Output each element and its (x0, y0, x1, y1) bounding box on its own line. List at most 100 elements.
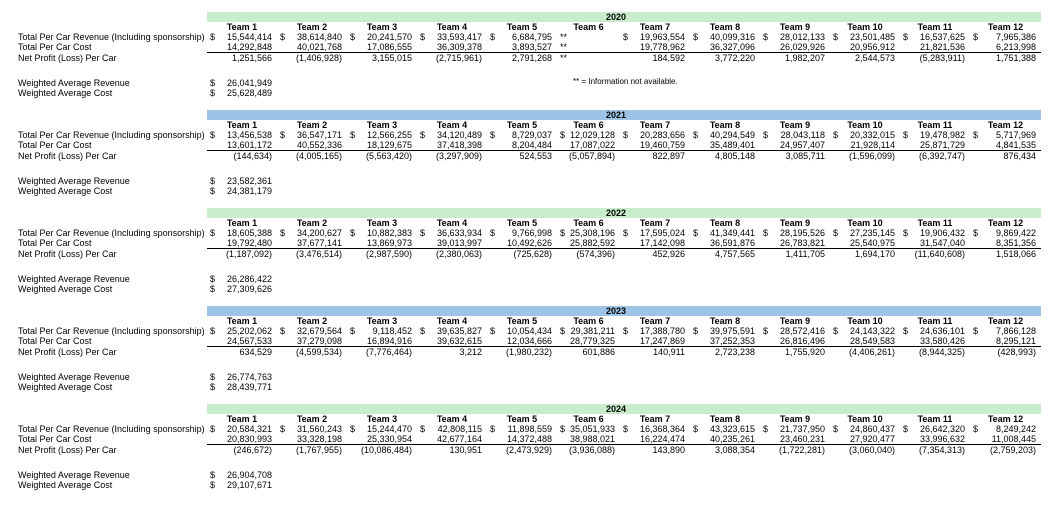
value-cell[interactable]: $33,593,417 (417, 32, 487, 42)
team-header[interactable]: Team 11 (917, 22, 953, 32)
value-cell[interactable]: $38,614,840 (277, 32, 347, 42)
value-cell[interactable]: 28,779,325 (557, 336, 620, 347)
team-header[interactable]: Team 3 (366, 218, 398, 228)
value-cell[interactable]: 20,956,912 (830, 42, 900, 53)
value-cell[interactable]: ** (557, 32, 620, 42)
value-cell[interactable]: 33,580,426 (900, 336, 970, 347)
team-header[interactable]: Team 2 (296, 22, 328, 32)
value-cell[interactable]: 3,088,354 (690, 445, 760, 455)
team-header[interactable]: Team 10 (847, 22, 883, 32)
team-header[interactable]: Team 10 (847, 218, 883, 228)
value-cell[interactable]: 1,411,705 (760, 249, 830, 259)
value-cell[interactable]: 37,252,353 (690, 336, 760, 347)
value-cell[interactable]: (246,672) (207, 445, 277, 455)
team-header[interactable]: Team 11 (917, 120, 953, 130)
value-cell[interactable]: (725,628) (487, 249, 557, 259)
value-cell[interactable]: 10,492,626 (487, 238, 557, 249)
value-cell[interactable]: $26,904,708 (207, 470, 277, 480)
value-cell[interactable]: 1,251,566 (207, 53, 277, 63)
value-cell[interactable]: $17,595,024 (620, 228, 690, 238)
team-header[interactable]: Team 2 (296, 414, 328, 424)
value-cell[interactable]: 3,893,527 (487, 42, 557, 53)
value-cell[interactable]: 130,951 (417, 445, 487, 455)
value-cell[interactable]: $7,965,386 (970, 32, 1041, 42)
value-cell[interactable]: (10,086,484) (347, 445, 417, 455)
value-cell[interactable]: 21,821,536 (900, 42, 970, 53)
value-cell[interactable]: 31,547,040 (900, 238, 970, 249)
team-header[interactable]: Team 3 (366, 22, 398, 32)
team-header[interactable]: Team 9 (779, 218, 811, 228)
team-header[interactable]: Team 8 (709, 22, 741, 32)
team-header[interactable]: Team 6 (573, 22, 604, 32)
team-header[interactable]: Team 11 (917, 316, 953, 326)
row-label[interactable]: Total Per Car Cost (18, 42, 92, 53)
value-cell[interactable]: $28,572,416 (760, 326, 830, 336)
team-header[interactable]: Team 8 (709, 218, 741, 228)
value-cell[interactable]: 11,008,445 (970, 434, 1041, 445)
row-label[interactable]: Net Profit (Loss) Per Car (18, 444, 117, 455)
team-header[interactable]: Team 1 (226, 22, 258, 32)
value-cell[interactable]: 3,772,220 (690, 53, 760, 63)
value-cell[interactable]: 40,021,768 (277, 42, 347, 53)
value-cell[interactable]: $17,388,780 (620, 326, 690, 336)
value-cell[interactable]: ** (557, 53, 620, 63)
year-band[interactable]: 2021 (207, 110, 1041, 120)
value-cell[interactable]: $28,043,118 (760, 130, 830, 140)
value-cell[interactable]: $10,054,434 (487, 326, 557, 336)
value-cell[interactable]: $28,195,526 (760, 228, 830, 238)
team-header[interactable]: Team 1 (226, 316, 258, 326)
team-header[interactable]: Team 12 (987, 218, 1024, 228)
value-cell[interactable]: 8,351,356 (970, 238, 1041, 249)
value-cell[interactable]: $25,308,196 (557, 228, 620, 238)
value-cell[interactable]: 14,292,848 (207, 42, 277, 53)
team-header[interactable]: Team 4 (436, 22, 468, 32)
team-header[interactable]: Team 7 (639, 22, 671, 32)
value-cell[interactable]: 25,540,975 (830, 238, 900, 249)
value-cell[interactable]: $42,808,115 (417, 424, 487, 434)
value-cell[interactable]: 40,235,261 (690, 434, 760, 445)
team-header[interactable]: Team 2 (296, 316, 328, 326)
value-cell[interactable]: $19,478,982 (900, 130, 970, 140)
team-header[interactable]: Team 12 (987, 414, 1024, 424)
row-label[interactable]: Total Per Car Cost (18, 140, 92, 151)
team-header[interactable]: Team 12 (987, 120, 1024, 130)
row-label[interactable]: Total Per Car Cost (18, 336, 92, 347)
value-cell[interactable]: $23,582,361 (207, 176, 277, 186)
value-cell[interactable]: (4,599,534) (277, 347, 347, 357)
value-cell[interactable]: (5,563,420) (347, 151, 417, 161)
value-cell[interactable]: $16,368,364 (620, 424, 690, 434)
value-cell[interactable]: 37,418,398 (417, 140, 487, 151)
value-cell[interactable]: 4,805,148 (690, 151, 760, 161)
value-cell[interactable]: $43,323,615 (690, 424, 760, 434)
value-cell[interactable]: 8,204,484 (487, 140, 557, 151)
value-cell[interactable]: (3,936,088) (557, 445, 620, 455)
value-cell[interactable]: $8,249,242 (970, 424, 1041, 434)
row-label[interactable]: Net Profit (Loss) Per Car (18, 248, 117, 259)
value-cell[interactable]: $20,283,656 (620, 130, 690, 140)
team-header[interactable]: Team 1 (226, 414, 258, 424)
team-header[interactable]: Team 12 (987, 22, 1024, 32)
value-cell[interactable]: 28,549,583 (830, 336, 900, 347)
value-cell[interactable]: $24,636,101 (900, 326, 970, 336)
value-cell[interactable]: 16,224,474 (620, 434, 690, 445)
team-header[interactable]: Team 8 (709, 414, 741, 424)
value-cell[interactable]: (6,392,747) (900, 151, 970, 161)
value-cell[interactable]: 524,553 (487, 151, 557, 161)
team-header[interactable]: Team 9 (779, 120, 811, 130)
value-cell[interactable]: 36,591,876 (690, 238, 760, 249)
row-label[interactable]: Weighted Average Cost (18, 186, 113, 196)
value-cell[interactable]: (8,944,325) (900, 347, 970, 357)
value-cell[interactable]: 1,755,920 (760, 347, 830, 357)
value-cell[interactable]: 13,869,973 (347, 238, 417, 249)
row-label[interactable]: Weighted Average Cost (18, 382, 113, 392)
value-cell[interactable]: 37,677,141 (277, 238, 347, 249)
team-header[interactable]: Team 4 (436, 120, 468, 130)
row-label[interactable]: Weighted Average Revenue (18, 372, 130, 382)
value-cell[interactable]: 3,155,015 (347, 53, 417, 63)
team-header[interactable]: Team 9 (779, 414, 811, 424)
value-cell[interactable]: $26,642,320 (900, 424, 970, 434)
value-cell[interactable]: $20,241,570 (347, 32, 417, 42)
value-cell[interactable]: (2,987,590) (347, 249, 417, 259)
value-cell[interactable]: $12,566,255 (347, 130, 417, 140)
value-cell[interactable]: (1,767,955) (277, 445, 347, 455)
